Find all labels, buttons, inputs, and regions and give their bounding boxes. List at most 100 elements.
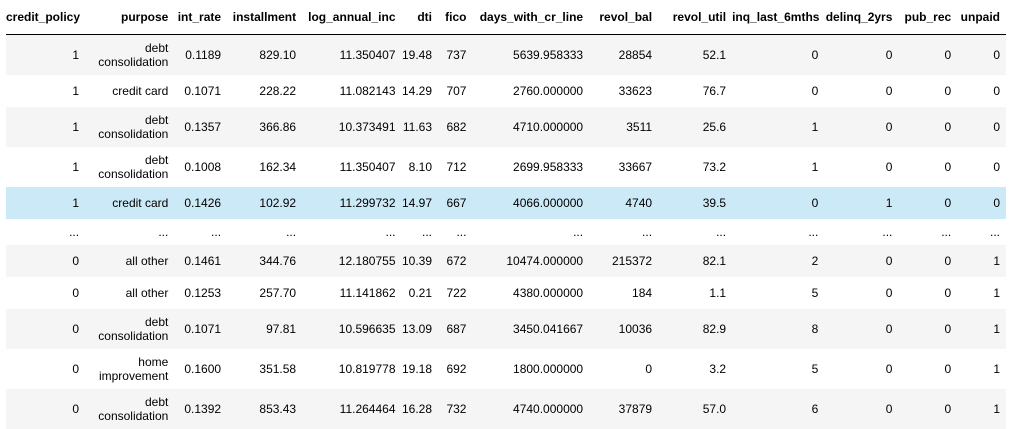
table-cell-days-with-cr-line: 4380.000000 [472,277,589,309]
table-row[interactable]: ........................................… [6,219,1006,245]
cell-value: ... [6,225,85,239]
cell-value: ... [302,225,401,239]
column-header-label: purpose [85,10,174,24]
table-cell-days-with-cr-line: 4066.000000 [472,187,589,219]
column-header-label: revol_util [658,10,732,24]
table-cell-revol-bal: ... [589,219,658,245]
cell-value: 722 [438,286,472,300]
table-cell-log-annual-inc: 11.350407 [302,35,401,76]
table-cell-credit-policy: 0 [6,389,85,429]
cell-value: 5639.958333 [472,48,589,62]
table-cell-installment: ... [227,219,302,245]
table-cell-days-with-cr-line: 10474.000000 [472,245,589,277]
cell-value: ... [898,225,957,239]
table-cell-dti: 19.18 [402,349,439,389]
table-cell-purpose: debt consolidation [85,107,174,147]
table-cell-purpose: all other [85,277,174,309]
column-header-revol-util: revol_util [658,0,732,35]
cell-value: 1800.000000 [472,362,589,376]
cell-value: 0 [732,84,824,98]
cell-value: 0 [957,84,1006,98]
cell-value: credit card [85,196,174,210]
table-cell-installment: 102.92 [227,187,302,219]
column-header-label: delinq_2yrs [824,10,898,24]
table-cell-pub-rec: 0 [898,75,957,107]
table-cell-int-rate: 0.1426 [174,187,227,219]
cell-value: credit card [85,84,174,98]
table-cell-delinq-2yrs: 0 [824,35,898,76]
table-cell-inq-last-6mths: 0 [732,187,824,219]
table-cell-installment: 829.10 [227,35,302,76]
cell-value: 28854 [589,48,658,62]
cell-value: 257.70 [227,286,302,300]
cell-value: 102.92 [227,196,302,210]
cell-value: 0 [898,196,957,210]
cell-value: 732 [438,402,472,416]
cell-value: 228.22 [227,84,302,98]
table-cell-int-rate: 0.1461 [174,245,227,277]
column-header-dti: dti [402,0,439,35]
column-header-int-rate: int_rate [174,0,227,35]
table-cell-credit-policy: 0 [6,349,85,389]
cell-value: 1 [732,120,824,134]
cell-value: 0 [824,84,898,98]
cell-value: 1 [957,254,1006,268]
table-cell-pub-rec: 0 [898,349,957,389]
cell-value: 11.264464 [302,402,401,416]
cell-value: 10.596635 [302,322,401,336]
cell-value: 0.1357 [174,120,227,134]
table-cell-revol-bal: 37879 [589,389,658,429]
table-cell-int-rate: 0.1189 [174,35,227,76]
table-cell-inq-last-6mths: 1 [732,107,824,147]
cell-value: 0.21 [402,286,439,300]
table-cell-revol-bal: 33623 [589,75,658,107]
table-cell-dti: ... [402,219,439,245]
cell-value: 1 [6,48,85,62]
cell-value: debt consolidation [85,41,174,69]
cell-value: 8.10 [402,160,439,174]
cell-value: debt consolidation [85,153,174,181]
table-cell-revol-util: 76.7 [658,75,732,107]
cell-value: 0.1461 [174,254,227,268]
cell-value: 10.819778 [302,362,401,376]
cell-value: 0 [824,402,898,416]
cell-value: all other [85,254,174,268]
table-cell-unpaid: ... [957,219,1006,245]
cell-value: 829.10 [227,48,302,62]
cell-value: 11.350407 [302,160,401,174]
cell-value: 11.082143 [302,84,401,98]
cell-value: 2699.958333 [472,160,589,174]
table-cell-dti: 19.48 [402,35,439,76]
cell-value: 25.6 [658,120,732,134]
cell-value: 11.141862 [302,286,401,300]
table-cell-purpose: all other [85,245,174,277]
cell-value: 5 [732,362,824,376]
cell-value: ... [174,225,227,239]
cell-value: 1 [732,160,824,174]
table-cell-credit-policy: 0 [6,309,85,349]
cell-value: 1 [957,362,1006,376]
cell-value: 19.18 [402,362,439,376]
cell-value: 11.299732 [302,196,401,210]
table-cell-purpose: home improvement [85,349,174,389]
cell-value: 0 [589,362,658,376]
table-cell-unpaid: 0 [957,107,1006,147]
table-cell-installment: 351.58 [227,349,302,389]
table-cell-log-annual-inc: ... [302,219,401,245]
cell-value: 37879 [589,402,658,416]
column-header-delinq-2yrs: delinq_2yrs [824,0,898,35]
column-header-revol-bal: revol_bal [589,0,658,35]
cell-value: 0 [6,322,85,336]
table-cell-unpaid: 1 [957,349,1006,389]
table-cell-pub-rec: 0 [898,35,957,76]
